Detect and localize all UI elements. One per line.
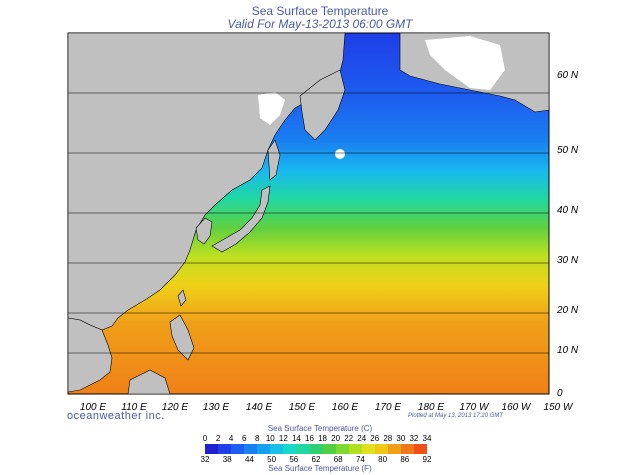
longitude-label: 160 W (502, 402, 532, 413)
indochina-landmass (68, 317, 113, 393)
scale-tick-label: 80 (378, 455, 388, 464)
longitude-label: 180 E (418, 402, 444, 413)
longitude-label: 130 E (203, 402, 229, 413)
colorbar-swatch (322, 444, 336, 454)
longitude-label: 150 W (544, 402, 574, 413)
scale-tick-label: 16 (305, 434, 314, 443)
scale-tick-label: 34 (422, 434, 432, 443)
colorbar-swatch (244, 444, 258, 454)
scale-tick-label: 6 (241, 434, 247, 443)
longitude-label: 140 E (246, 402, 272, 413)
scale-tick-label: 68 (333, 455, 343, 464)
taiwan-landmass (177, 289, 187, 307)
colorbar-swatch (414, 444, 428, 454)
scale-tick-label: 50 (267, 455, 277, 464)
scale-tick-label: 38 (222, 455, 232, 464)
scale-tick-label: 32 (409, 434, 419, 443)
colorbar-swatch (361, 444, 375, 454)
colorbar-swatch (231, 444, 245, 454)
scale-tick-label: 8 (255, 434, 260, 443)
longitude-label: 170 W (460, 402, 490, 413)
colorbar-swatch (205, 444, 219, 454)
scale-tick-label: 0 (202, 434, 208, 443)
sea-ice-spot (335, 149, 345, 159)
colorbar-swatch (374, 444, 388, 454)
scale-tick-label: 4 (228, 434, 234, 443)
sea-ice-bering (425, 36, 505, 90)
colorbar-swatch (387, 444, 401, 454)
longitude-label: 120 E (162, 402, 188, 413)
scale-tick-label: 10 (265, 434, 275, 443)
scale-tick-label: 2 (215, 434, 221, 443)
scale-tick-label: 24 (357, 434, 367, 443)
latitude-label: 20 N (556, 305, 579, 316)
scale-tick-label: 74 (355, 455, 365, 464)
scale-tick-label: 28 (383, 434, 393, 443)
colorbar-swatch (283, 444, 297, 454)
colorbar-swatch (296, 444, 310, 454)
latitude-label: 10 N (557, 345, 579, 356)
map-subtitle: Valid For May-13-2013 06:00 GMT (227, 17, 413, 31)
colorbar-swatch (400, 444, 414, 454)
colorbar-swatch (309, 444, 323, 454)
latitude-label: 50 N (557, 145, 579, 156)
longitude-label: 170 E (375, 402, 401, 413)
longitude-label: 110 E (121, 402, 147, 413)
plotted-timestamp: Plotted at May 13, 2013 17:20 GMT (408, 413, 504, 419)
longitude-axis: 100 E 110 E 120 E 130 E 140 E 150 E 160 E 170 E… (80, 402, 574, 413)
temperature-colorbar (205, 444, 428, 454)
scale-tick-label: 14 (291, 434, 301, 443)
latitude-axis: 0 10 N 20 N 30 N 40 N 50 N 60 N (556, 70, 579, 399)
scale-tick-label: 44 (244, 455, 254, 464)
sea-ice-okhotsk (258, 92, 285, 125)
colorbar-swatch (348, 444, 362, 454)
korea-landmass (195, 217, 213, 245)
borneo-landmass (127, 369, 171, 394)
grid-lines (68, 92, 549, 354)
celsius-scale-title: Sea Surface Temperature (C) (267, 424, 373, 433)
latitude-label: 40 N (557, 205, 579, 216)
scale-tick-label: 12 (278, 434, 288, 443)
celsius-tick-labels: 0 2 4 6 8 10 12 14 16 18 20 22 24 26 28 30 32 34 (202, 434, 432, 444)
scale-tick-label: 26 (370, 434, 380, 443)
colorbar-swatch (335, 444, 349, 454)
scale-tick-label: 56 (289, 455, 299, 464)
scale-tick-label: 92 (422, 455, 432, 464)
fahrenheit-scale-title: Sea Surface Temperature (F) (268, 464, 372, 473)
latitude-label: 0 (557, 388, 563, 399)
sakhalin-landmass (267, 139, 281, 181)
latitude-label: 30 N (557, 255, 579, 266)
longitude-label: 160 E (332, 402, 358, 413)
colorbar-swatch (257, 444, 271, 454)
colorbar-swatch (218, 444, 232, 454)
latitude-label: 60 N (557, 70, 579, 81)
scale-tick-label: 62 (311, 455, 321, 464)
longitude-label: 150 E (289, 402, 315, 413)
brand-logo-text: oceanweather inc. (67, 410, 165, 422)
philippines-landmass (169, 314, 195, 361)
japan-landmass (211, 185, 271, 253)
longitude-label: 100 E (80, 402, 106, 413)
scale-tick-label: 18 (318, 434, 327, 443)
scale-tick-label: 20 (331, 434, 341, 443)
scale-tick-label: 30 (396, 434, 406, 443)
colorbar-swatch (270, 444, 284, 454)
scale-tick-label: 32 (200, 455, 210, 464)
scale-tick-label: 86 (400, 455, 410, 464)
fahrenheit-tick-labels: 32 38 44 50 56 62 68 74 80 86 92 (201, 455, 432, 465)
map-title: Sea Surface Temperature (251, 4, 389, 18)
kamchatka-landmass (299, 69, 346, 141)
scale-tick-label: 22 (344, 434, 354, 443)
